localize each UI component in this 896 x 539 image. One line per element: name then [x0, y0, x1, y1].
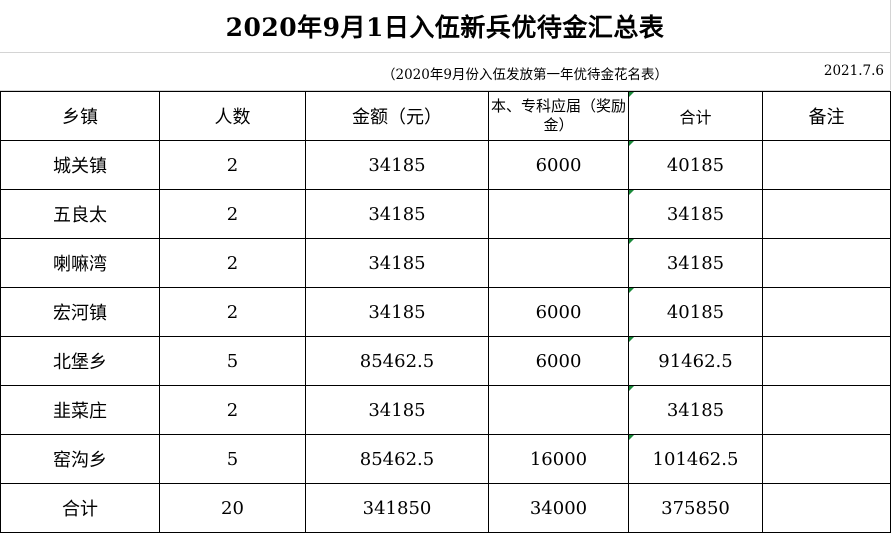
cell-count[interactable]: 2: [159, 385, 306, 435]
header-cell-bonus[interactable]: 本、专科应届（奖励金）: [488, 91, 629, 141]
cell-remark[interactable]: [762, 287, 891, 337]
cell-bonus[interactable]: 6000: [488, 336, 629, 386]
cell-total[interactable]: 40185: [628, 140, 763, 190]
cell-township[interactable]: 宏河镇: [0, 287, 160, 337]
table-row: 喇嘛湾 2 34185 34185: [0, 238, 891, 288]
cell-amount[interactable]: 34185: [305, 140, 489, 190]
cell-total[interactable]: 375850: [628, 483, 763, 533]
header-cell-remark[interactable]: 备注: [762, 91, 891, 141]
table-row: 宏河镇 2 34185 6000 40185: [0, 287, 891, 337]
table-row: 窑沟乡 5 85462.5 16000 101462.5: [0, 434, 891, 484]
cell-township[interactable]: 五良太: [0, 189, 160, 239]
cell-count[interactable]: 2: [159, 140, 306, 190]
cell-remark[interactable]: [762, 140, 891, 190]
cell-township[interactable]: 窑沟乡: [0, 434, 160, 484]
cell-amount[interactable]: 34185: [305, 385, 489, 435]
header-cell-amount[interactable]: 金额（元）: [305, 91, 489, 141]
cell-township[interactable]: 喇嘛湾: [0, 238, 160, 288]
header-row: 乡镇 人数 金额（元） 本、专科应届（奖励金） 合计 备注: [0, 91, 891, 141]
cell-bonus[interactable]: 6000: [488, 287, 629, 337]
cell-flag-icon: [629, 190, 634, 195]
table-row: 韭菜庄 2 34185 34185: [0, 385, 891, 435]
subtitle-row: （2020年9月份入伍发放第一年优待金花名表） 2021.7.6: [0, 52, 890, 91]
total-row: 合计 20 341850 34000 375850: [0, 483, 891, 533]
cell-amount[interactable]: 34185: [305, 238, 489, 288]
cell-count[interactable]: 2: [159, 287, 306, 337]
cell-bonus[interactable]: [488, 385, 629, 435]
cell-flag-icon: [629, 386, 634, 391]
cell-amount[interactable]: 85462.5: [305, 336, 489, 386]
cell-bonus[interactable]: [488, 238, 629, 288]
cell-township[interactable]: 合计: [0, 483, 160, 533]
cell-total[interactable]: 34185: [628, 238, 763, 288]
cell-total[interactable]: 40185: [628, 287, 763, 337]
cell-total[interactable]: 34185: [628, 189, 763, 239]
sheet-subtitle: （2020年9月份入伍发放第一年优待金花名表）: [382, 67, 668, 83]
grid-line: [890, 0, 891, 90]
cell-flag-icon: [629, 288, 634, 293]
cell-count[interactable]: 20: [159, 483, 306, 533]
sheet-date: 2021.7.6: [823, 63, 884, 79]
cell-amount[interactable]: 85462.5: [305, 434, 489, 484]
table-row: 北堡乡 5 85462.5 6000 91462.5: [0, 336, 891, 386]
cell-flag-icon: [629, 239, 634, 244]
cell-remark[interactable]: [762, 336, 891, 386]
sheet-title: 2020年9月1日入伍新兵优待金汇总表: [0, 0, 890, 53]
summary-table: 乡镇 人数 金额（元） 本、专科应届（奖励金） 合计 备注 城关镇 2 3418…: [0, 91, 891, 533]
cell-total[interactable]: 91462.5: [628, 336, 763, 386]
cell-township[interactable]: 北堡乡: [0, 336, 160, 386]
cell-bonus[interactable]: 6000: [488, 140, 629, 190]
cell-flag-icon: [629, 92, 634, 97]
cell-total[interactable]: 34185: [628, 385, 763, 435]
cell-bonus[interactable]: 34000: [488, 483, 629, 533]
header-cell-count[interactable]: 人数: [159, 91, 306, 141]
cell-count[interactable]: 5: [159, 434, 306, 484]
cell-amount[interactable]: 34185: [305, 189, 489, 239]
cell-amount[interactable]: 34185: [305, 287, 489, 337]
cell-bonus[interactable]: [488, 189, 629, 239]
cell-remark[interactable]: [762, 385, 891, 435]
cell-remark[interactable]: [762, 434, 891, 484]
cell-township[interactable]: 城关镇: [0, 140, 160, 190]
cell-remark[interactable]: [762, 189, 891, 239]
cell-amount[interactable]: 341850: [305, 483, 489, 533]
header-cell-township[interactable]: 乡镇: [0, 91, 160, 141]
cell-flag-icon: [629, 337, 634, 342]
header-cell-total[interactable]: 合计: [628, 91, 763, 141]
cell-flag-icon: [629, 141, 634, 146]
cell-count[interactable]: 2: [159, 238, 306, 288]
cell-township[interactable]: 韭菜庄: [0, 385, 160, 435]
cell-remark[interactable]: [762, 483, 891, 533]
cell-count[interactable]: 5: [159, 336, 306, 386]
cell-bonus[interactable]: 16000: [488, 434, 629, 484]
table-row: 城关镇 2 34185 6000 40185: [0, 140, 891, 190]
cell-flag-icon: [629, 435, 634, 440]
cell-count[interactable]: 2: [159, 189, 306, 239]
cell-remark[interactable]: [762, 238, 891, 288]
table-row: 五良太 2 34185 34185: [0, 189, 891, 239]
cell-total[interactable]: 101462.5: [628, 434, 763, 484]
